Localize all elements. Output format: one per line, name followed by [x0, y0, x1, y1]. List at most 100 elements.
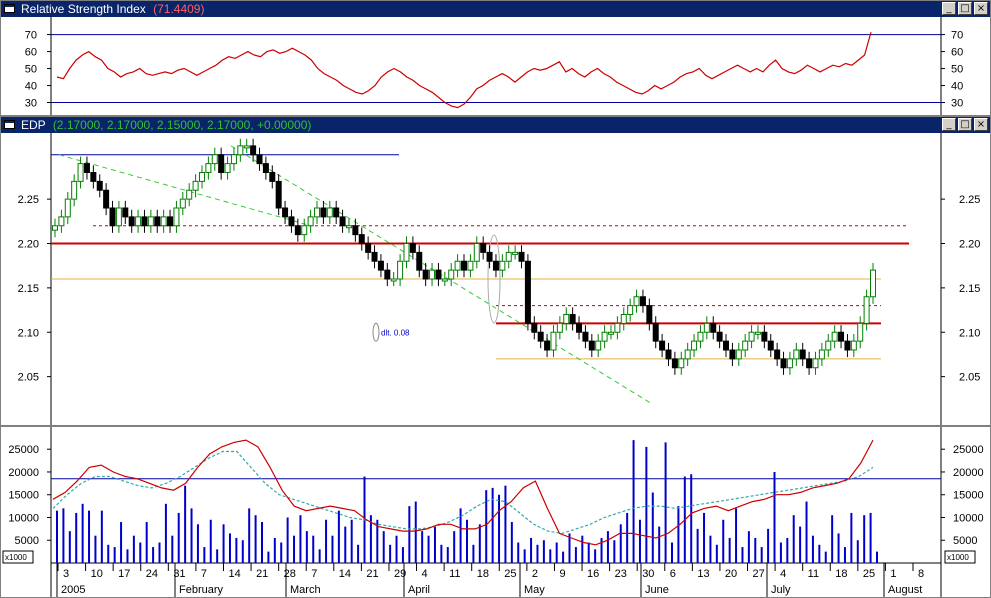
date-tick-label: 28 [284, 568, 296, 580]
delta-marker [487, 234, 501, 324]
delta-marker [372, 322, 380, 342]
volume-tick-right: 25000 [953, 444, 984, 456]
volume-tick-right: 15000 [953, 490, 984, 502]
candle-body [556, 322, 563, 333]
date-tick-label: 16 [587, 568, 599, 580]
candle-body [512, 251, 519, 255]
date-tick-label: 7 [201, 568, 207, 580]
candle-body [806, 358, 813, 369]
candle-body [186, 189, 193, 200]
volume-panel: 5000 5000 10000 10000 15000 15000 20000 20000 25… [0, 426, 991, 598]
candle-body [467, 260, 474, 271]
candle-body [799, 349, 806, 360]
candle-body [441, 278, 448, 282]
price-values: (2.17000, 2.17000, 2.15000, 2.17000, +0.… [52, 118, 312, 132]
date-tick-label: 25 [863, 568, 875, 580]
candle-body [109, 207, 116, 227]
candle-body [614, 322, 621, 333]
month-label: August [888, 584, 922, 596]
candle-body [422, 269, 429, 280]
candle-body [205, 163, 212, 173]
date-tick-label: 31 [173, 568, 185, 580]
candle-body [160, 216, 167, 227]
date-tick-label: 10 [91, 568, 103, 580]
candle-body [729, 349, 736, 360]
candle-body [320, 207, 327, 218]
rsi-tick-left: 50 [25, 64, 37, 76]
candle-body [397, 260, 404, 280]
candle-body [531, 322, 538, 333]
candle-body [684, 349, 691, 360]
rsi-tick-right: 60 [951, 47, 963, 59]
multiplier-label: x1000 [947, 553, 969, 562]
volume-tick-left: 5000 [15, 535, 39, 547]
candle-body [365, 243, 372, 253]
candle-body [250, 145, 257, 156]
trend-line [58, 154, 312, 227]
volume-ma-fast [52, 439, 874, 546]
candle-body [429, 269, 436, 280]
candle-body [390, 278, 397, 282]
close-button[interactable]: × [974, 118, 988, 131]
candle-body [154, 216, 161, 227]
price-title-bar[interactable]: EDP (2.17000, 2.17000, 2.15000, 2.17000,… [1, 117, 990, 133]
candle-body [844, 340, 851, 351]
candle-body [774, 349, 781, 360]
candle-body [767, 340, 774, 351]
price-tick-right: 2.25 [959, 194, 980, 206]
candle-body [218, 154, 225, 173]
minimize-button[interactable]: _ [942, 2, 956, 15]
candle-body [588, 340, 595, 351]
candle-body [135, 216, 142, 227]
month-label: July [771, 584, 791, 596]
candle-body [416, 251, 423, 271]
candle-body [627, 305, 634, 315]
restore-button[interactable]: □ [958, 2, 972, 15]
rsi-tick-left: 60 [25, 47, 37, 59]
minimize-button[interactable]: _ [942, 118, 956, 131]
rsi-title: Relative Strength Index [21, 2, 146, 16]
volume-tick-left: 10000 [8, 512, 39, 524]
candle-body [850, 340, 857, 351]
date-tick-label: 20 [725, 568, 737, 580]
rsi-panel: Relative Strength Index (71.4409) _ □ × … [0, 0, 991, 116]
candle-body [716, 331, 723, 342]
candle-body [863, 296, 870, 324]
candle-body [409, 243, 416, 253]
candle-body [818, 349, 825, 360]
date-tick-label: 21 [256, 568, 268, 580]
candle-body [691, 340, 698, 351]
volume-tick-right: 10000 [953, 512, 984, 524]
candle-body [64, 198, 71, 218]
candle-body [339, 216, 346, 227]
candle-body [71, 180, 78, 200]
candle-body [473, 243, 480, 262]
date-tick-label: 27 [753, 568, 765, 580]
date-tick-label: 18 [477, 568, 489, 580]
rsi-title-bar[interactable]: Relative Strength Index (71.4409) _ □ × [1, 1, 990, 17]
candle-body [723, 340, 730, 351]
candle-body [544, 340, 551, 351]
candle-body [678, 358, 685, 369]
candle-body [633, 296, 640, 307]
volume-tick-right: 5000 [953, 535, 977, 547]
candle-body [780, 358, 787, 369]
date-tick-label: 14 [228, 568, 240, 580]
date-tick-label: 11 [808, 568, 819, 580]
candle-body [499, 260, 506, 271]
candle-body [870, 269, 876, 298]
candle-body [275, 180, 282, 209]
candle-body [122, 207, 129, 218]
candle-body [550, 331, 557, 351]
restore-button[interactable]: □ [958, 118, 972, 131]
candle-body [748, 331, 755, 342]
candle-body [83, 163, 90, 173]
date-tick-label: 25 [504, 568, 516, 580]
date-tick-label: 6 [670, 568, 676, 580]
rsi-tick-left: 40 [25, 81, 37, 93]
close-button[interactable]: × [974, 2, 988, 15]
price-title: EDP [21, 118, 46, 132]
candle-body [352, 225, 359, 236]
candle-body [262, 163, 269, 173]
candle-body [58, 216, 65, 227]
